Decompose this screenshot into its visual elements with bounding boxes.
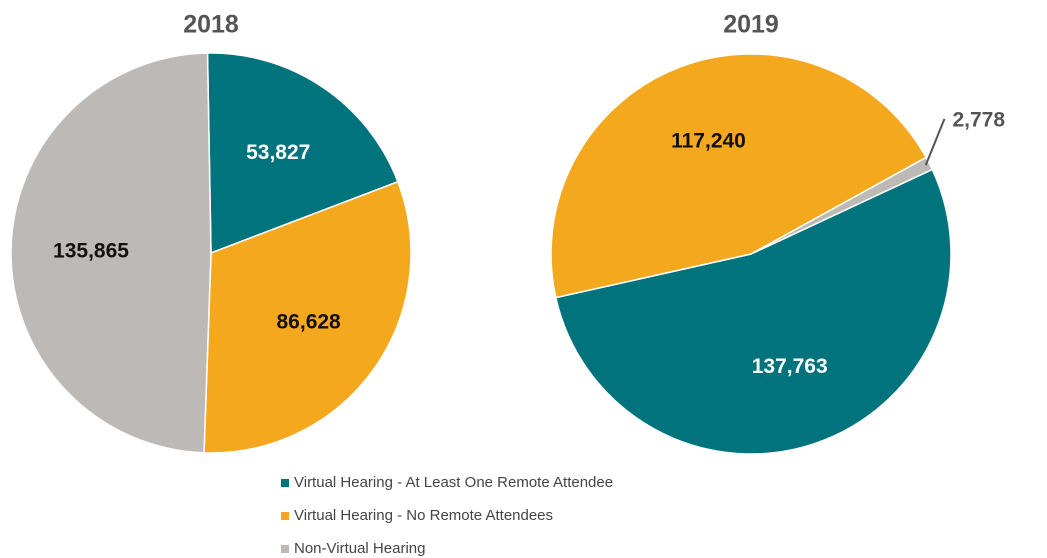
legend-swatch	[281, 512, 289, 520]
pie-slice	[206, 52, 399, 255]
pie-title: 2018	[183, 11, 239, 39]
value-label: 135,865	[53, 240, 129, 263]
pie-slice	[550, 53, 928, 299]
pie-slice	[203, 180, 412, 454]
pie-slice	[554, 168, 952, 455]
legend-swatch	[281, 479, 289, 487]
value-label: 53,827	[246, 141, 310, 164]
legend-swatch	[281, 545, 289, 553]
leader-line	[924, 118, 946, 166]
value-label: 137,763	[752, 355, 828, 378]
value-label: 117,240	[671, 129, 746, 152]
pie-title: 2019	[723, 11, 779, 39]
legend-label: Non-Virtual Hearing	[294, 540, 425, 557]
value-label: 86,628	[277, 310, 342, 333]
legend-label: Virtual Hearing - At Least One Remote At…	[294, 474, 613, 491]
pie-slice	[750, 156, 934, 255]
legend-label: Virtual Hearing - No Remote Attendees	[294, 507, 553, 524]
pie-slice	[10, 52, 212, 454]
value-label: 2,778	[952, 108, 1005, 131]
